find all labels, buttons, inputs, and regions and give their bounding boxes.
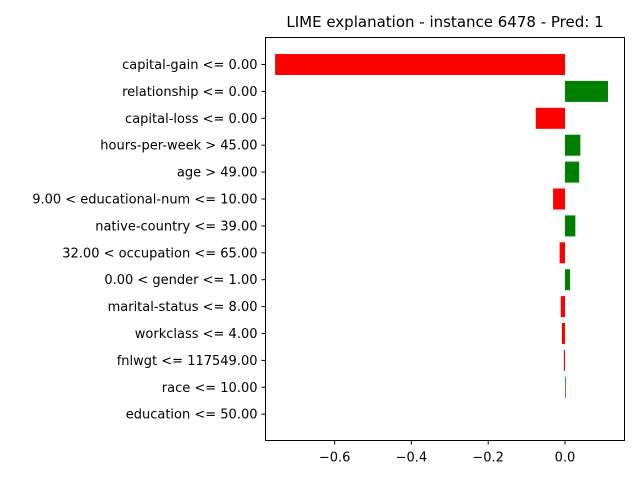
bar: [564, 80, 608, 102]
bar: [564, 161, 580, 183]
x-tick-label: −0.6: [319, 451, 351, 466]
y-tick-label: capital-gain <= 0.00: [122, 58, 257, 73]
y-tick-label: hours-per-week > 45.00: [100, 139, 257, 154]
y-tick-label: marital-status <= 8.00: [108, 300, 258, 315]
bar: [564, 269, 570, 291]
x-tick-label: 0.0: [555, 451, 576, 466]
y-tick-label: fnlwgt <= 117549.00: [117, 354, 258, 369]
x-axis: −0.6 −0.4 −0.2 0.0: [319, 440, 576, 466]
y-tick-label: relationship <= 0.00: [122, 85, 257, 100]
y-tick-label: workclass <= 4.00: [135, 327, 258, 342]
bar: [560, 296, 565, 318]
bar: [564, 376, 566, 398]
y-axis: capital-gain <= 0.00 relationship <= 0.00…: [32, 58, 266, 423]
plot-frame: [265, 37, 625, 441]
y-tick-label: 0.00 < gender <= 1.00: [104, 273, 257, 288]
bar: [535, 107, 565, 129]
bar: [553, 188, 565, 210]
chart-title: LIME explanation - instance 6478 - Pred:…: [286, 13, 603, 31]
y-tick-label: education <= 50.00: [126, 408, 258, 423]
y-tick-label: capital-loss <= 0.00: [125, 112, 257, 127]
x-tick-label: −0.4: [396, 451, 428, 466]
y-tick-label: 9.00 < educational-num <= 10.00: [32, 193, 257, 208]
y-tick-label: 32.00 < occupation <= 65.00: [62, 246, 257, 261]
bar: [563, 349, 565, 371]
y-tick-label: age > 49.00: [177, 166, 258, 181]
bar: [561, 323, 565, 344]
x-tick-label: −0.2: [472, 451, 504, 466]
y-tick-label: race <= 10.00: [162, 381, 258, 396]
bar: [275, 54, 565, 75]
bars-group: [275, 54, 608, 398]
bar: [564, 215, 576, 237]
bar: [559, 242, 565, 264]
bar: [564, 134, 581, 156]
y-tick-label: native-country <= 39.00: [95, 219, 257, 234]
